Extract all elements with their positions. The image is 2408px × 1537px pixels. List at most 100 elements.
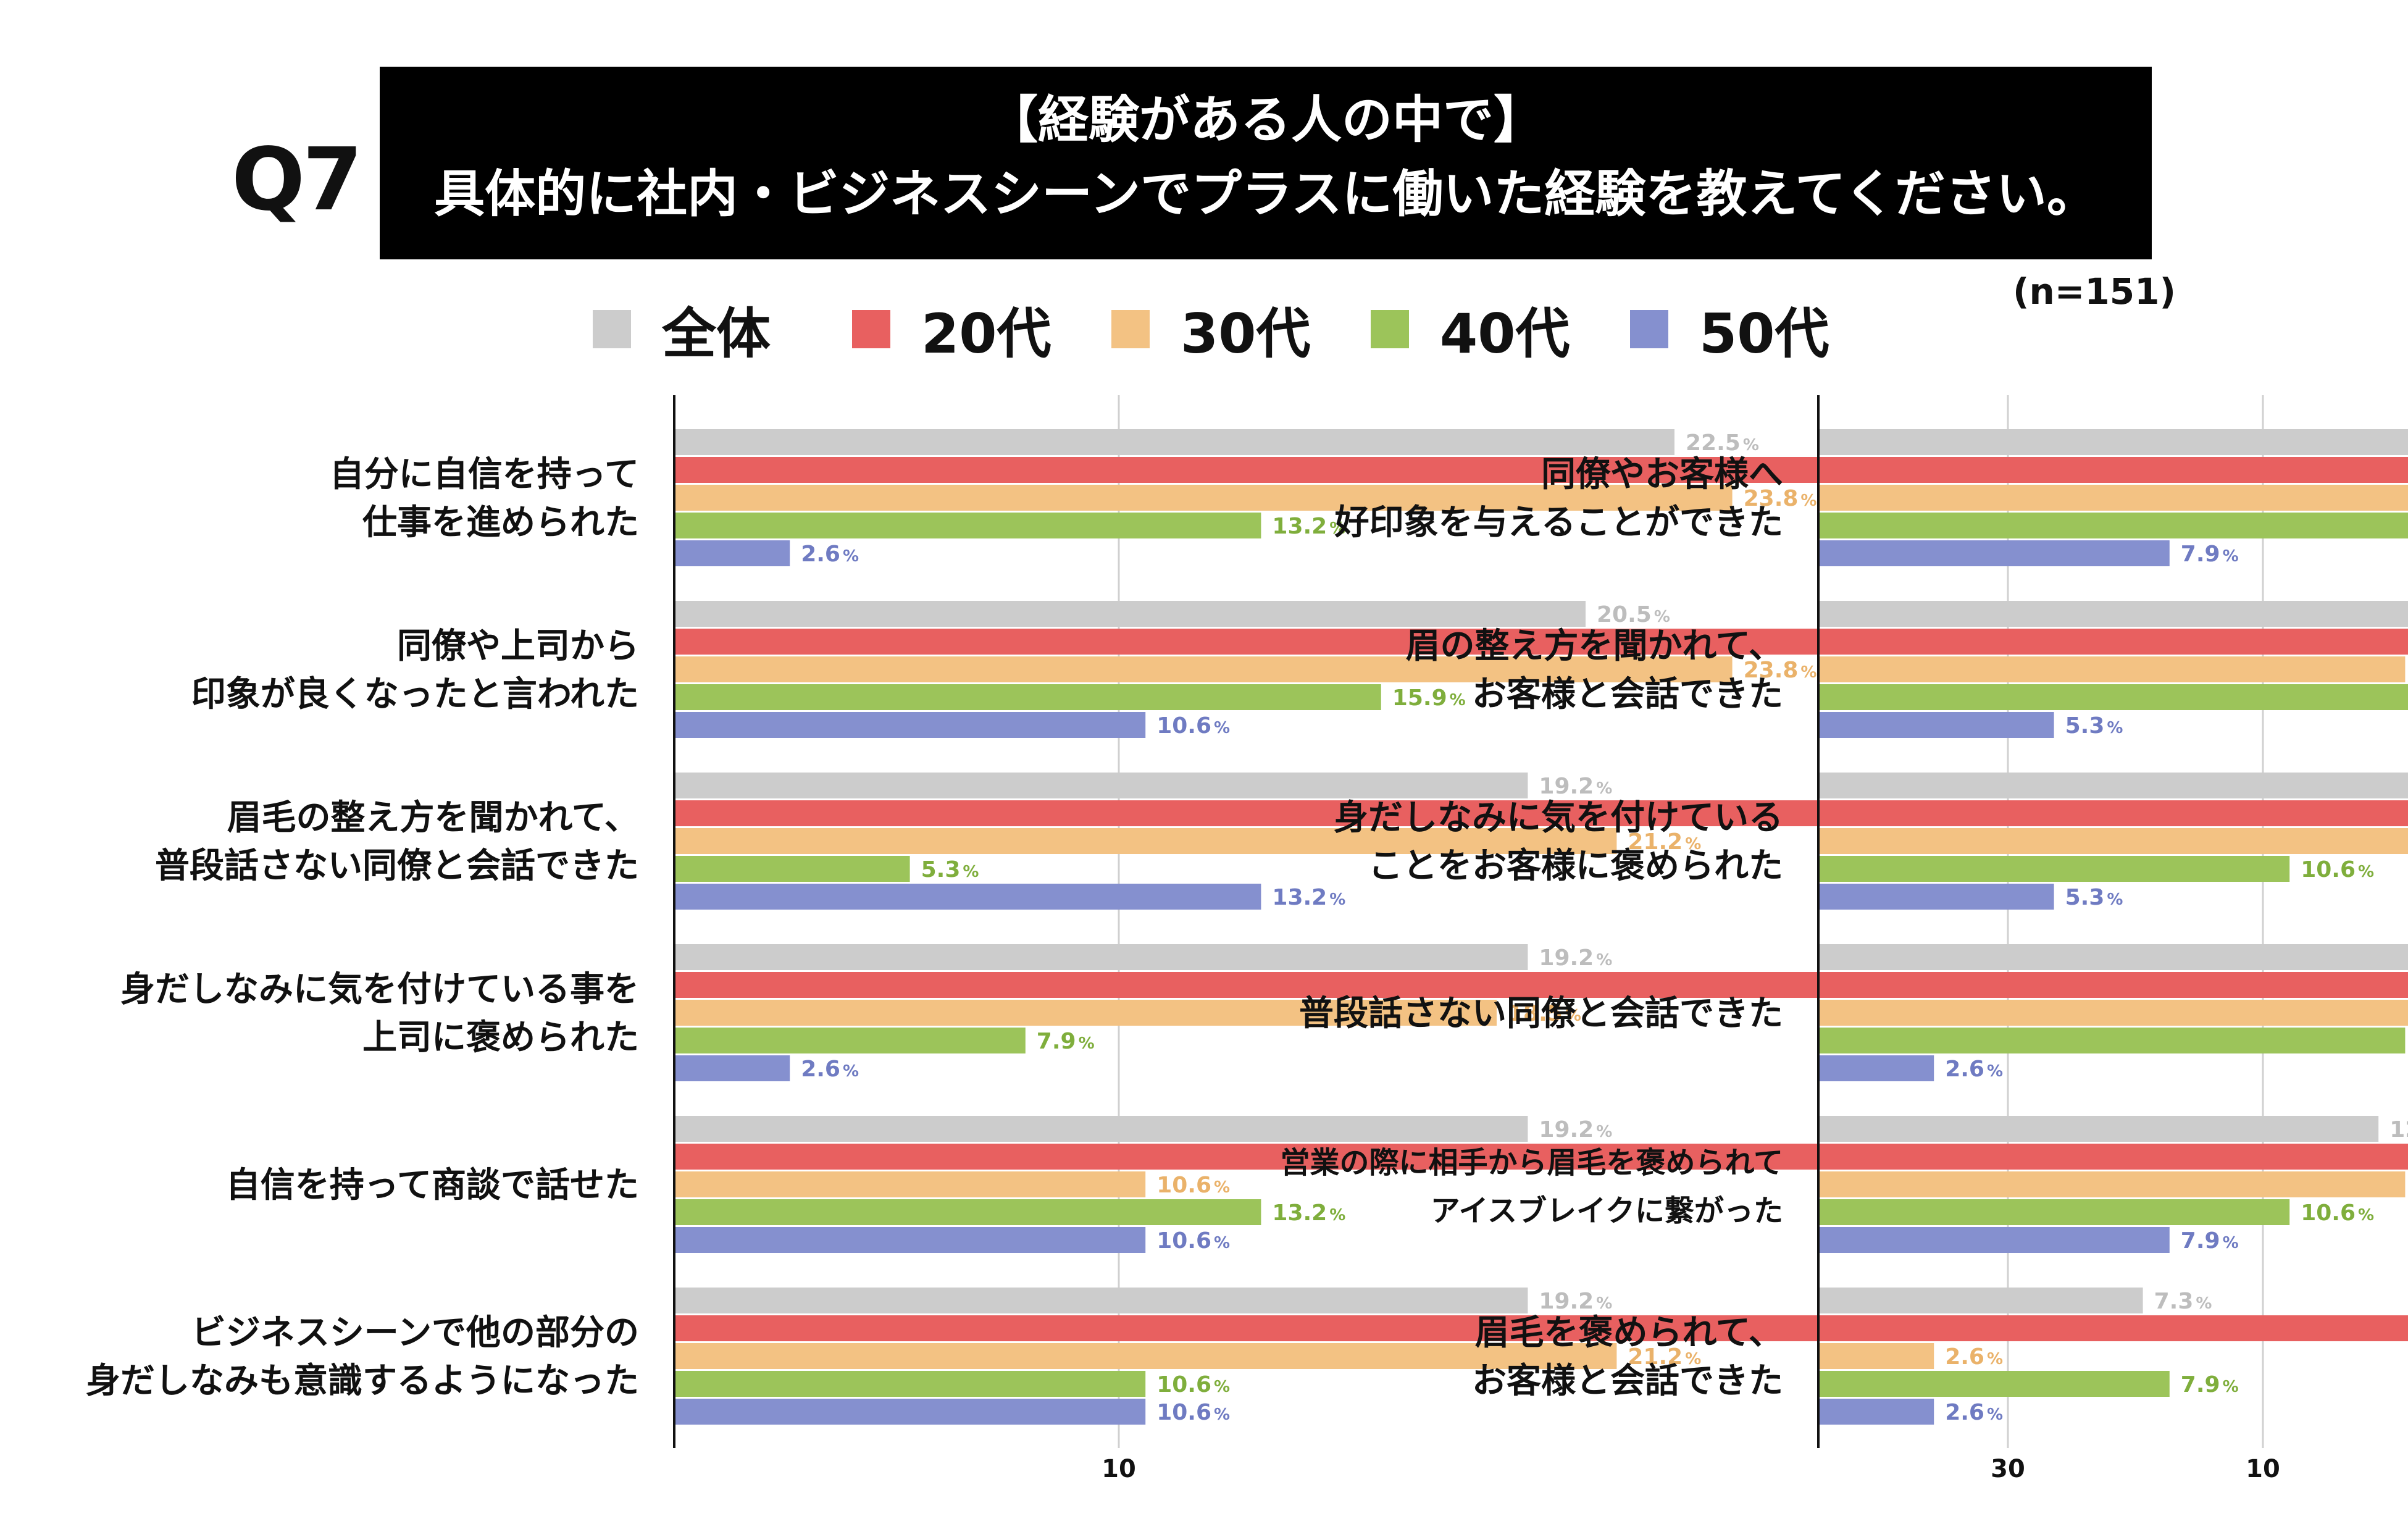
data-label: 13.2% xyxy=(1272,885,1345,910)
bar xyxy=(674,1288,1528,1313)
bar xyxy=(674,884,1261,910)
category-label: 眉毛を褒められて、 xyxy=(1474,1313,1783,1353)
data-label: 10.6% xyxy=(1156,1228,1230,1254)
data-label: 7.9% xyxy=(2181,1228,2239,1254)
x-tick-label: 10 xyxy=(2246,1455,2280,1483)
legend-label: 30代 xyxy=(1181,301,1311,366)
legend-swatch xyxy=(852,310,890,348)
category-label: 眉の整え方を聞かれて、 xyxy=(1405,626,1783,666)
category-label: 普段話さない同僚と会話できた xyxy=(155,846,639,886)
data-label: 23.8% xyxy=(1744,486,1817,511)
title-line-2: 具体的に社内・ビジネスシーンでプラスに働いた経験を教えてください。 xyxy=(434,165,2097,224)
bar xyxy=(1818,1315,2408,1341)
data-label: 19.2% xyxy=(1539,774,1612,799)
bar xyxy=(1818,485,2408,511)
data-label: 10.6% xyxy=(1156,713,1230,739)
question-number: Q7 xyxy=(232,130,362,230)
legend-label: 全体 xyxy=(662,301,771,366)
bar xyxy=(1818,1399,1934,1425)
bar xyxy=(1818,429,2408,455)
bar xyxy=(1818,457,2408,483)
data-label: 2.6% xyxy=(1945,1400,2003,1425)
data-label: 7.3% xyxy=(2154,1289,2212,1314)
data-label: 5.3% xyxy=(2065,885,2123,910)
bar xyxy=(1818,1000,2408,1026)
category-label: アイスブレイクに繋がった xyxy=(1431,1194,1783,1228)
bar xyxy=(1818,1055,1934,1081)
legend-label: 50代 xyxy=(1699,301,1829,366)
category-label: 自分に自信を持って xyxy=(330,454,639,495)
bar xyxy=(1818,656,2406,682)
legend-swatch xyxy=(1371,310,1409,348)
data-label: 12.6% xyxy=(2389,1117,2408,1142)
bar xyxy=(674,1028,1026,1053)
bar xyxy=(1818,601,2408,627)
category-label: お客様と会話できた xyxy=(1472,674,1783,714)
legend-item-40s: 40代 xyxy=(1371,295,1570,366)
data-label: 5.3% xyxy=(921,857,979,882)
bar xyxy=(1818,773,2408,798)
legend-item-50s: 50代 xyxy=(1630,295,1829,366)
category-label: ことをお客様に褒められた xyxy=(1368,846,1783,886)
data-label: 10.6% xyxy=(1156,1173,1230,1198)
category-label: 身だしなみに気を付けている事を xyxy=(120,970,639,1010)
category-label: 営業の際に相手から眉毛を褒められて xyxy=(1280,1145,1783,1180)
bar xyxy=(674,1343,1617,1369)
bar xyxy=(1818,1288,2143,1313)
category-label: 同僚やお客様へ xyxy=(1541,454,1783,495)
legend-item-20s: 20代 xyxy=(852,295,1051,366)
category-label: ビジネスシーンで他の部分の xyxy=(191,1313,639,1353)
data-label: 15.9% xyxy=(1392,685,1466,711)
legend-swatch xyxy=(1111,310,1150,348)
bar xyxy=(674,656,1733,682)
x-tick-label: 30 xyxy=(1991,1455,2025,1483)
bar xyxy=(1818,944,2408,970)
bar xyxy=(1818,1227,2170,1253)
bar xyxy=(674,1171,1146,1197)
category-label: 身だしなみも意識するようになった xyxy=(86,1361,639,1401)
data-label: 5.3% xyxy=(2065,713,2123,739)
bar xyxy=(1818,884,2054,910)
category-label: 自信を持って商談で話せた xyxy=(226,1165,639,1205)
data-label: 18.5% xyxy=(1508,1001,1581,1026)
bar xyxy=(1818,1199,2290,1225)
data-label: 2.6% xyxy=(801,1057,859,1082)
bar xyxy=(674,540,790,566)
bar xyxy=(674,712,1146,738)
bar xyxy=(674,429,1674,455)
category-label: 印象が良くなったと言われた xyxy=(191,674,639,714)
bar xyxy=(1818,712,2054,738)
category-label: 上司に褒められた xyxy=(362,1018,639,1058)
data-label: 10.6% xyxy=(1156,1372,1230,1397)
data-label: 10.6% xyxy=(2301,1200,2374,1226)
bar xyxy=(674,1199,1261,1225)
bar xyxy=(1818,684,2408,710)
data-label: 10.6% xyxy=(1156,1400,1230,1425)
bar xyxy=(674,1227,1146,1253)
category-label: お客様と会話できた xyxy=(1472,1361,1783,1401)
data-label: 13.2% xyxy=(1272,514,1345,539)
bar xyxy=(1818,1028,2406,1053)
legend-item-total: 全体 xyxy=(593,295,771,366)
legend-label: 20代 xyxy=(921,301,1051,366)
bar xyxy=(1818,800,2408,826)
data-label: 10.6% xyxy=(2301,857,2374,882)
bar xyxy=(674,1399,1146,1425)
category-label: 同僚や上司から xyxy=(397,626,639,666)
title-line-1: 【経験がある人の中で】 xyxy=(987,91,1544,149)
category-label: 眉毛の整え方を聞かれて、 xyxy=(227,798,639,838)
bar xyxy=(674,601,1586,627)
category-label: 身だしなみに気を付けている xyxy=(1334,798,1783,838)
data-label: 19.2% xyxy=(1539,945,1612,971)
data-label: 7.9% xyxy=(1037,1029,1095,1054)
bar xyxy=(674,513,1261,538)
bar xyxy=(1818,1343,1934,1369)
data-label: 23.8% xyxy=(1744,658,1817,683)
bar xyxy=(1818,540,2170,566)
bar xyxy=(1818,856,2290,882)
bar xyxy=(1818,1144,2408,1170)
bar xyxy=(674,944,1528,970)
legend-label: 40代 xyxy=(1440,301,1570,366)
sample-size: (n=151) xyxy=(2013,270,2176,312)
